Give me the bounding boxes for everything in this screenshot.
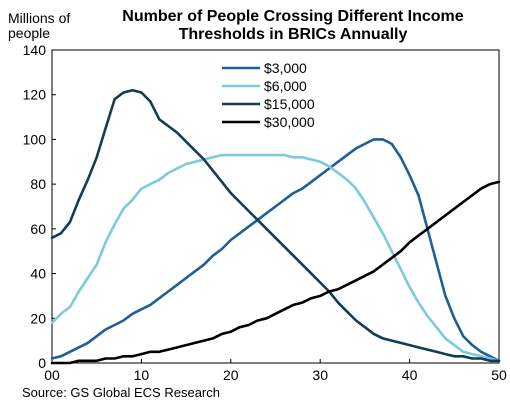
axis-ticks: 0 20 40 60 80 100 120 140 00 10 20 30 40 50 (23, 42, 507, 383)
x-tick-label: 50 (491, 367, 507, 383)
legend: $3,000 $6,000 $15,000 $30,000 (222, 60, 315, 130)
y-tick-label: 140 (23, 42, 47, 58)
x-tick-label: 10 (134, 367, 150, 383)
series-line-3 (50, 88, 501, 363)
y-tick-label: 120 (23, 87, 47, 103)
plot-border (51, 49, 500, 364)
y-tick-label: 0 (38, 355, 46, 371)
x-tick-label: 30 (312, 367, 328, 383)
y-tick-label: 20 (30, 310, 46, 326)
y-tick-label: 60 (30, 221, 46, 237)
x-tick-label: 20 (223, 367, 239, 383)
series-line-1 (50, 138, 501, 363)
y-tick-label: 100 (23, 131, 47, 147)
y-axis-label: Millions of people (8, 10, 71, 41)
legend-label: $6,000 (264, 78, 307, 94)
legend-label: $3,000 (264, 60, 307, 76)
y-tick-label: 80 (30, 176, 46, 192)
legend-label: $30,000 (264, 114, 315, 130)
series-line-2 (50, 153, 501, 363)
series-line-4 (50, 180, 501, 365)
series-lines (50, 88, 501, 365)
chart-title: Number of People Crossing Different Inco… (122, 8, 464, 43)
x-tick-label: 40 (402, 367, 418, 383)
plot-frame (51, 49, 500, 364)
y-tick-label: 40 (30, 266, 46, 282)
x-tick-label: 00 (44, 367, 60, 383)
legend-label: $15,000 (264, 96, 315, 112)
source-note: Source: GS Global ECS Research (22, 385, 220, 400)
